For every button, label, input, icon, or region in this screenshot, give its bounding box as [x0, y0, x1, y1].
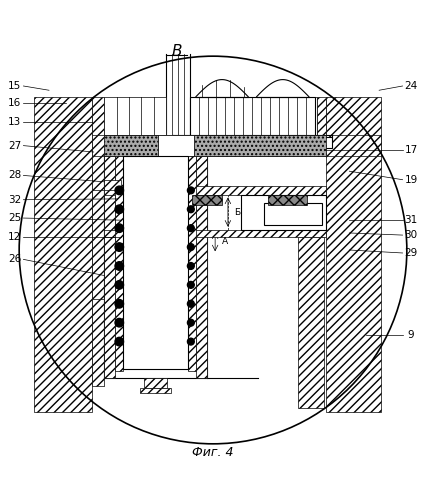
Circle shape — [187, 320, 194, 326]
Circle shape — [115, 186, 124, 194]
Bar — [268, 194, 307, 205]
Bar — [92, 190, 104, 299]
Bar — [264, 203, 322, 226]
Bar — [188, 156, 196, 372]
Text: 13: 13 — [8, 117, 22, 127]
Bar — [241, 194, 326, 230]
Text: Б: Б — [234, 208, 240, 216]
Circle shape — [187, 282, 194, 288]
Circle shape — [115, 205, 124, 214]
Circle shape — [115, 243, 124, 252]
Bar — [139, 388, 171, 392]
Bar — [123, 156, 188, 370]
Text: 9: 9 — [408, 330, 414, 340]
Polygon shape — [104, 186, 326, 194]
Text: 15: 15 — [8, 81, 22, 91]
Bar — [192, 194, 222, 205]
Bar — [144, 378, 167, 388]
Circle shape — [187, 187, 194, 194]
Circle shape — [115, 224, 124, 232]
Bar — [173, 137, 332, 148]
Text: 27: 27 — [8, 140, 22, 150]
Circle shape — [187, 262, 194, 270]
Circle shape — [19, 56, 407, 444]
Text: 25: 25 — [8, 213, 22, 223]
Text: 19: 19 — [404, 174, 418, 184]
Bar — [196, 156, 207, 378]
Bar — [104, 180, 121, 190]
Bar — [298, 237, 324, 408]
Bar — [317, 96, 326, 135]
Polygon shape — [104, 230, 326, 237]
Text: 17: 17 — [404, 145, 418, 155]
Bar — [92, 96, 104, 387]
Bar — [104, 96, 166, 135]
Bar — [115, 156, 123, 372]
Bar — [104, 96, 326, 135]
Text: 16: 16 — [8, 98, 22, 108]
Polygon shape — [104, 135, 158, 156]
Bar — [92, 135, 381, 156]
Text: 26: 26 — [8, 254, 22, 264]
Bar — [34, 96, 92, 412]
Circle shape — [115, 262, 124, 270]
Circle shape — [187, 338, 194, 345]
Text: 32: 32 — [8, 194, 22, 204]
Circle shape — [115, 300, 124, 308]
Circle shape — [115, 280, 124, 289]
Text: 31: 31 — [404, 215, 418, 225]
Circle shape — [187, 206, 194, 212]
Bar — [326, 96, 381, 412]
Text: Фиг. 4: Фиг. 4 — [192, 446, 234, 459]
Bar — [190, 96, 315, 135]
Circle shape — [187, 225, 194, 232]
Circle shape — [187, 244, 194, 250]
Text: 12: 12 — [8, 232, 22, 242]
Text: 30: 30 — [405, 230, 417, 240]
Text: В: В — [172, 44, 182, 60]
Text: 29: 29 — [404, 248, 418, 258]
Text: 24: 24 — [404, 81, 418, 91]
Bar — [158, 135, 194, 156]
Bar — [104, 156, 115, 378]
Text: 28: 28 — [8, 170, 22, 180]
Circle shape — [187, 300, 194, 307]
Bar — [190, 96, 317, 135]
Polygon shape — [194, 135, 326, 156]
Text: А: А — [222, 237, 227, 246]
Circle shape — [115, 338, 124, 346]
Circle shape — [115, 318, 124, 327]
